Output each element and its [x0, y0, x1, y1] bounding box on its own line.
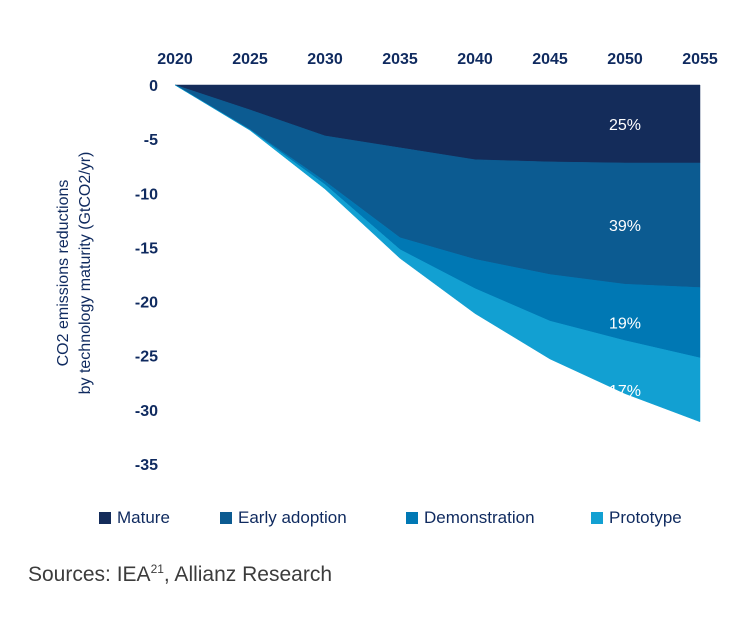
share-label-prototype: 17% [609, 383, 641, 400]
share-label-demonstration: 19% [609, 316, 641, 333]
legend-swatch-demonstration [406, 512, 418, 524]
y-tick-minus20: -20 [135, 295, 158, 312]
x-tick-2050: 2050 [607, 51, 643, 68]
legend-label-early-adoption: Early adoption [238, 508, 347, 527]
x-axis-ticks: 2020 2025 2030 2035 2040 2045 2050 2055 [157, 51, 718, 68]
legend-item-demonstration: Demonstration [406, 508, 535, 528]
source-text: Sources: IEA [28, 563, 151, 586]
share-label-early-adoption: 39% [609, 218, 641, 235]
y-tick-0: 0 [149, 78, 158, 95]
x-tick-2030: 2030 [307, 51, 343, 68]
legend: Mature Early adoption Demonstration Prot… [99, 508, 719, 532]
y-tick-minus30: -30 [135, 403, 158, 420]
x-tick-2045: 2045 [532, 51, 568, 68]
x-tick-2020: 2020 [157, 51, 193, 68]
y-tick-minus25: -25 [135, 349, 158, 366]
legend-label-prototype: Prototype [609, 508, 682, 527]
x-tick-2055: 2055 [682, 51, 718, 68]
legend-swatch-prototype [591, 512, 603, 524]
y-axis-label: CO2 emissions reductions by technology m… [55, 152, 94, 395]
source-suffix: , Allianz Research [163, 563, 333, 586]
stacked-areas [174, 84, 701, 423]
y-axis-label-line2: by technology maturity (GtCO2/yr) [77, 152, 94, 395]
share-labels: 25% 39% 19% 17% [609, 117, 641, 400]
share-label-mature: 25% [609, 117, 641, 134]
y-tick-minus5: -5 [144, 132, 158, 149]
x-tick-2025: 2025 [232, 51, 268, 68]
legend-swatch-mature [99, 512, 111, 524]
y-axis-label-line1: CO2 emissions reductions [55, 180, 72, 367]
y-tick-minus15: -15 [135, 240, 158, 257]
y-tick-minus10: -10 [135, 186, 158, 203]
legend-item-prototype: Prototype [591, 508, 682, 528]
legend-label-mature: Mature [117, 508, 170, 527]
source-note: Sources: IEA21, Allianz Research [28, 562, 332, 587]
x-tick-2035: 2035 [382, 51, 418, 68]
legend-swatch-early-adoption [220, 512, 232, 524]
legend-item-mature: Mature [99, 508, 170, 528]
area-prototype [174, 84, 701, 423]
y-tick-minus35: -35 [135, 457, 158, 474]
legend-item-early-adoption: Early adoption [220, 508, 347, 528]
source-footnote-ref: 21 [150, 562, 164, 576]
y-axis-ticks: 0 -5 -10 -15 -20 -25 -30 -35 [135, 78, 158, 474]
legend-label-demonstration: Demonstration [424, 508, 535, 527]
x-tick-2040: 2040 [457, 51, 493, 68]
